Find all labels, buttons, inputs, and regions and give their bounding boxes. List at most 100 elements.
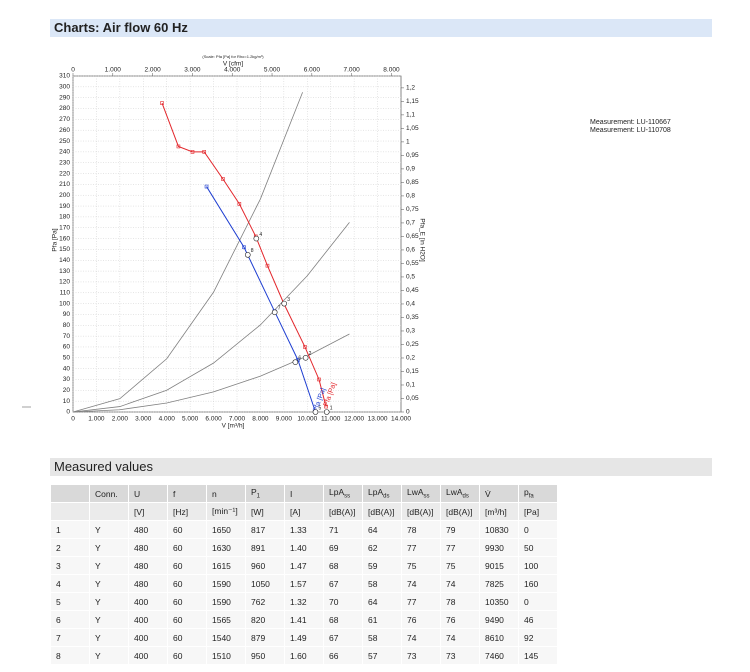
x-tick-label: 3.000: [135, 416, 152, 423]
cell: 820: [245, 610, 285, 629]
y2-tick-label: 0,55: [406, 260, 419, 267]
system-curve: [72, 222, 350, 413]
top-x-tick-label: 0: [71, 67, 75, 74]
cell: 68: [323, 610, 363, 629]
x-tick-label: 6.000: [205, 416, 222, 423]
x-tick-label: 0: [71, 416, 75, 423]
curve-point: [242, 245, 246, 250]
cell: 71: [323, 520, 363, 539]
unit-cell: [m³/h]: [479, 502, 519, 521]
y-tick-label: 20: [63, 387, 71, 394]
y-tick-label: 0: [66, 409, 70, 416]
cell: 1630: [206, 538, 246, 557]
cell: 1.40: [284, 538, 324, 557]
cell: 73: [440, 646, 480, 665]
y-tick-label: 30: [63, 376, 71, 383]
y2-tick-label: 1,15: [406, 98, 419, 105]
x-tick-label: 12.000: [344, 416, 364, 423]
cell: 92: [518, 628, 558, 647]
cell: 77: [401, 538, 441, 557]
y2-tick-label: 0,3: [406, 328, 415, 335]
cell: 46: [518, 610, 558, 629]
operating-point-label: 4: [259, 232, 262, 238]
y-tick-label: 210: [59, 181, 70, 188]
column-header: pfa: [518, 484, 558, 503]
y-tick-label: 110: [60, 289, 71, 296]
unit-cell: [min⁻¹]: [206, 502, 246, 521]
cell: 78: [401, 520, 441, 539]
units-row: [V] [Hz] [min⁻¹] [W] [A] [dB(A)] [dB(A)] [dB(A)…: [50, 502, 558, 521]
operating-point: [292, 359, 299, 365]
column-header: f: [167, 484, 207, 503]
cell: 100: [518, 556, 558, 575]
cell: 1.49: [284, 628, 324, 647]
cell: Y: [89, 628, 129, 647]
cell: 480: [128, 574, 168, 593]
cell: 1.41: [284, 610, 324, 629]
y2-tick-label: 0,45: [406, 287, 419, 294]
y-tick-label: 180: [59, 214, 70, 221]
cell: 74: [401, 574, 441, 593]
cell: 70: [323, 592, 363, 611]
y-tick-label: 50: [63, 355, 71, 362]
cell: 480: [128, 556, 168, 575]
cell: 3: [50, 556, 90, 575]
x-tick-label: 1.000: [88, 416, 105, 423]
unit-cell: [Pa]: [518, 502, 558, 521]
cell: 77: [440, 538, 480, 557]
data-row: 1 Y 480 60 1650 817 1.33 71 64 78 79 10830 0: [50, 520, 558, 539]
column-header: P1: [245, 484, 285, 503]
cell: 60: [167, 646, 207, 665]
y-tick-label: 120: [59, 279, 70, 286]
x-tick-label: 11.000: [321, 416, 341, 423]
cell: Y: [89, 556, 129, 575]
chart-note: (Scale: Pfa [Pa] for Rho=1.2kg/m³): [202, 54, 264, 59]
y2-tick-label: 1,1: [406, 112, 415, 119]
y2-tick-label: 1,05: [406, 125, 419, 132]
cell: 1590: [206, 592, 246, 611]
x-tick-label: 13.000: [368, 416, 388, 423]
cell: 10830: [479, 520, 519, 539]
y2-tick-label: 0: [406, 409, 410, 416]
y-tick-label: 270: [59, 116, 70, 123]
header-sub: 1: [256, 493, 261, 500]
header-sub: ss: [423, 493, 430, 500]
cell: 1650: [206, 520, 246, 539]
cell: 480: [128, 538, 168, 557]
y-tick-label: 260: [59, 127, 70, 134]
y-tick-label: 220: [59, 170, 70, 177]
cell: 64: [362, 592, 402, 611]
cell: 59: [362, 556, 402, 575]
header-sub: fa: [528, 493, 534, 500]
cell: 9015: [479, 556, 519, 575]
x-tick-label: 14.000: [391, 416, 411, 423]
cell: 64: [362, 520, 402, 539]
fan-curve: [161, 102, 327, 407]
column-header: Conn.: [89, 484, 129, 503]
cell: 8610: [479, 628, 519, 647]
curve-point: [190, 150, 195, 154]
cell: Y: [89, 574, 129, 593]
system-curve: [72, 92, 303, 413]
cell: 817: [245, 520, 285, 539]
curve-point: [160, 101, 164, 105]
top-x-tick-label: 4.000: [224, 67, 241, 74]
cell: Y: [89, 538, 129, 557]
cell: 1565: [206, 610, 246, 629]
column-header: LpAds: [362, 484, 402, 503]
cell: 60: [167, 628, 207, 647]
y2-tick-label: 0,9: [406, 166, 415, 173]
data-row: 6 Y 400 60 1565 820 1.41 68 61 76 76 9490 46: [50, 610, 558, 629]
curve-point: [176, 144, 181, 149]
cell: 67: [323, 574, 363, 593]
header-text: P: [251, 487, 257, 498]
header-text: V̇: [485, 488, 491, 499]
cell: 400: [128, 628, 168, 647]
cell: 10350: [479, 592, 519, 611]
y2-tick-label: 0,6: [406, 247, 415, 254]
curve-point: [303, 345, 307, 349]
y-tick-label: 300: [59, 84, 70, 91]
y2-tick-label: 0,95: [406, 152, 419, 159]
header-text: f: [173, 488, 176, 499]
top-x-tick-label: 5.000: [264, 67, 281, 74]
